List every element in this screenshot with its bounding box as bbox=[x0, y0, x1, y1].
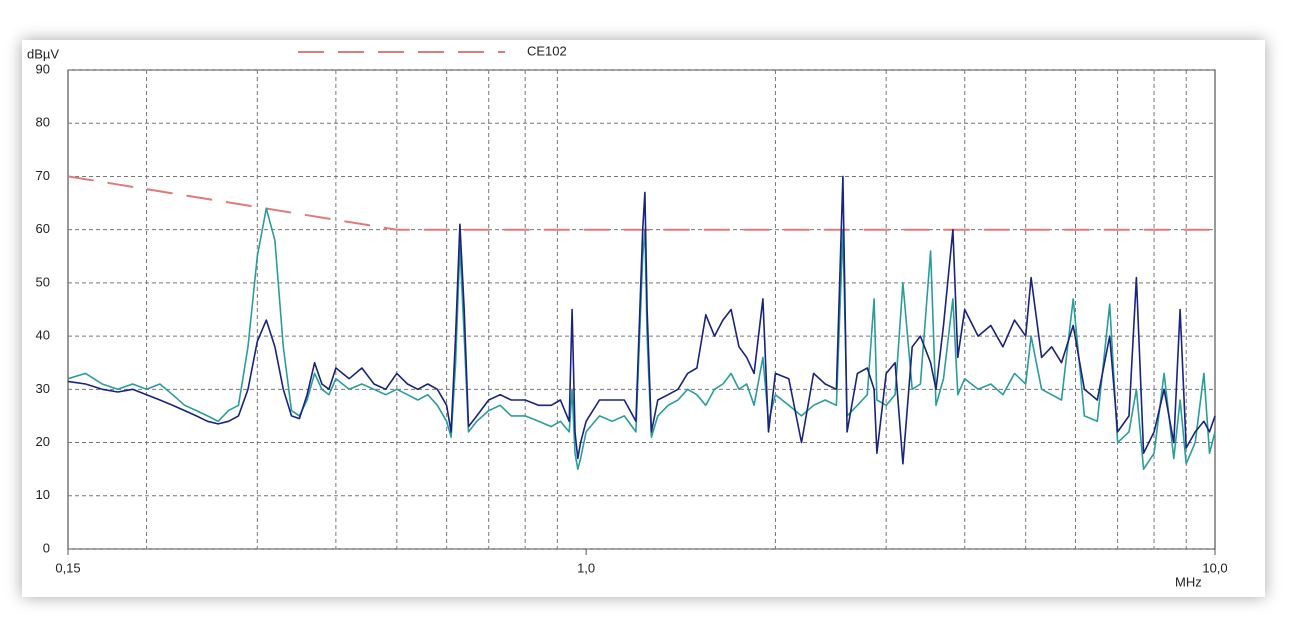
y-tick-label: 60 bbox=[36, 221, 50, 236]
x-tick-label: 0,15 bbox=[55, 560, 80, 575]
y-tick-label: 50 bbox=[36, 274, 50, 289]
x-tick-label: 10,0 bbox=[1202, 560, 1227, 575]
x-tick-label: 1,0 bbox=[577, 560, 595, 575]
series-line bbox=[67, 207, 1216, 470]
chart-frame bbox=[22, 40, 1265, 597]
series-line bbox=[67, 175, 1216, 465]
y-tick-label: 30 bbox=[36, 381, 50, 396]
y-tick-label: 80 bbox=[36, 115, 50, 130]
legend-label: CE102 bbox=[527, 43, 567, 58]
y-tick-label: 40 bbox=[36, 328, 50, 343]
y-tick-label: 20 bbox=[36, 434, 50, 449]
y-tick-label: 90 bbox=[36, 61, 50, 76]
series-line bbox=[67, 175, 1215, 231]
y-tick-label: 0 bbox=[43, 540, 50, 555]
y-tick-label: 10 bbox=[36, 487, 50, 502]
plot-border bbox=[67, 69, 1216, 550]
y-axis-label: dBµV bbox=[27, 46, 59, 61]
x-axis-label: MHz bbox=[1175, 574, 1202, 589]
y-tick-label: 70 bbox=[36, 168, 50, 183]
